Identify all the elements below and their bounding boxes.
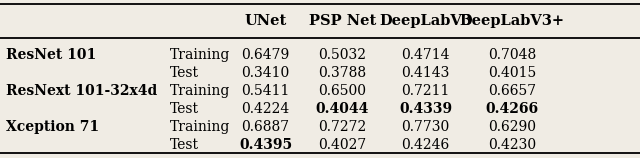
Text: 0.6500: 0.6500 [319,84,367,98]
Text: 0.7048: 0.7048 [488,48,536,61]
Text: Test: Test [170,138,198,152]
Text: 0.7211: 0.7211 [401,84,450,98]
Text: 0.4224: 0.4224 [241,102,290,116]
Text: 0.4027: 0.4027 [318,138,367,152]
Text: Test: Test [170,102,198,116]
Text: 0.4044: 0.4044 [316,102,369,116]
Text: 0.6657: 0.6657 [488,84,536,98]
Text: DeepLabV3+: DeepLabV3+ [460,14,564,27]
Text: 0.3788: 0.3788 [318,66,367,80]
Text: 0.4339: 0.4339 [399,102,452,116]
Text: 0.6479: 0.6479 [241,48,290,61]
Text: 0.5411: 0.5411 [241,84,290,98]
Text: 0.4015: 0.4015 [488,66,536,80]
Text: ResNet 101: ResNet 101 [6,48,97,61]
Text: UNet: UNet [244,14,287,27]
Text: ResNext 101-32x4d: ResNext 101-32x4d [6,84,157,98]
Text: 0.4395: 0.4395 [239,138,292,152]
Text: 0.4246: 0.4246 [401,138,450,152]
Text: 0.5032: 0.5032 [319,48,367,61]
Text: 0.4266: 0.4266 [485,102,539,116]
Text: 0.4714: 0.4714 [401,48,450,61]
Text: DeepLabV3: DeepLabV3 [379,14,472,27]
Text: Training: Training [170,120,230,134]
Text: 0.3410: 0.3410 [241,66,290,80]
Text: Training: Training [170,48,230,61]
Text: 0.4230: 0.4230 [488,138,536,152]
Text: 0.6290: 0.6290 [488,120,536,134]
Text: Training: Training [170,84,230,98]
Text: Xception 71: Xception 71 [6,120,100,134]
Text: 0.7272: 0.7272 [318,120,367,134]
Text: Test: Test [170,66,198,80]
Text: 0.7730: 0.7730 [401,120,450,134]
Text: 0.4143: 0.4143 [401,66,450,80]
Text: 0.6887: 0.6887 [241,120,290,134]
Text: PSP Net: PSP Net [308,14,376,27]
